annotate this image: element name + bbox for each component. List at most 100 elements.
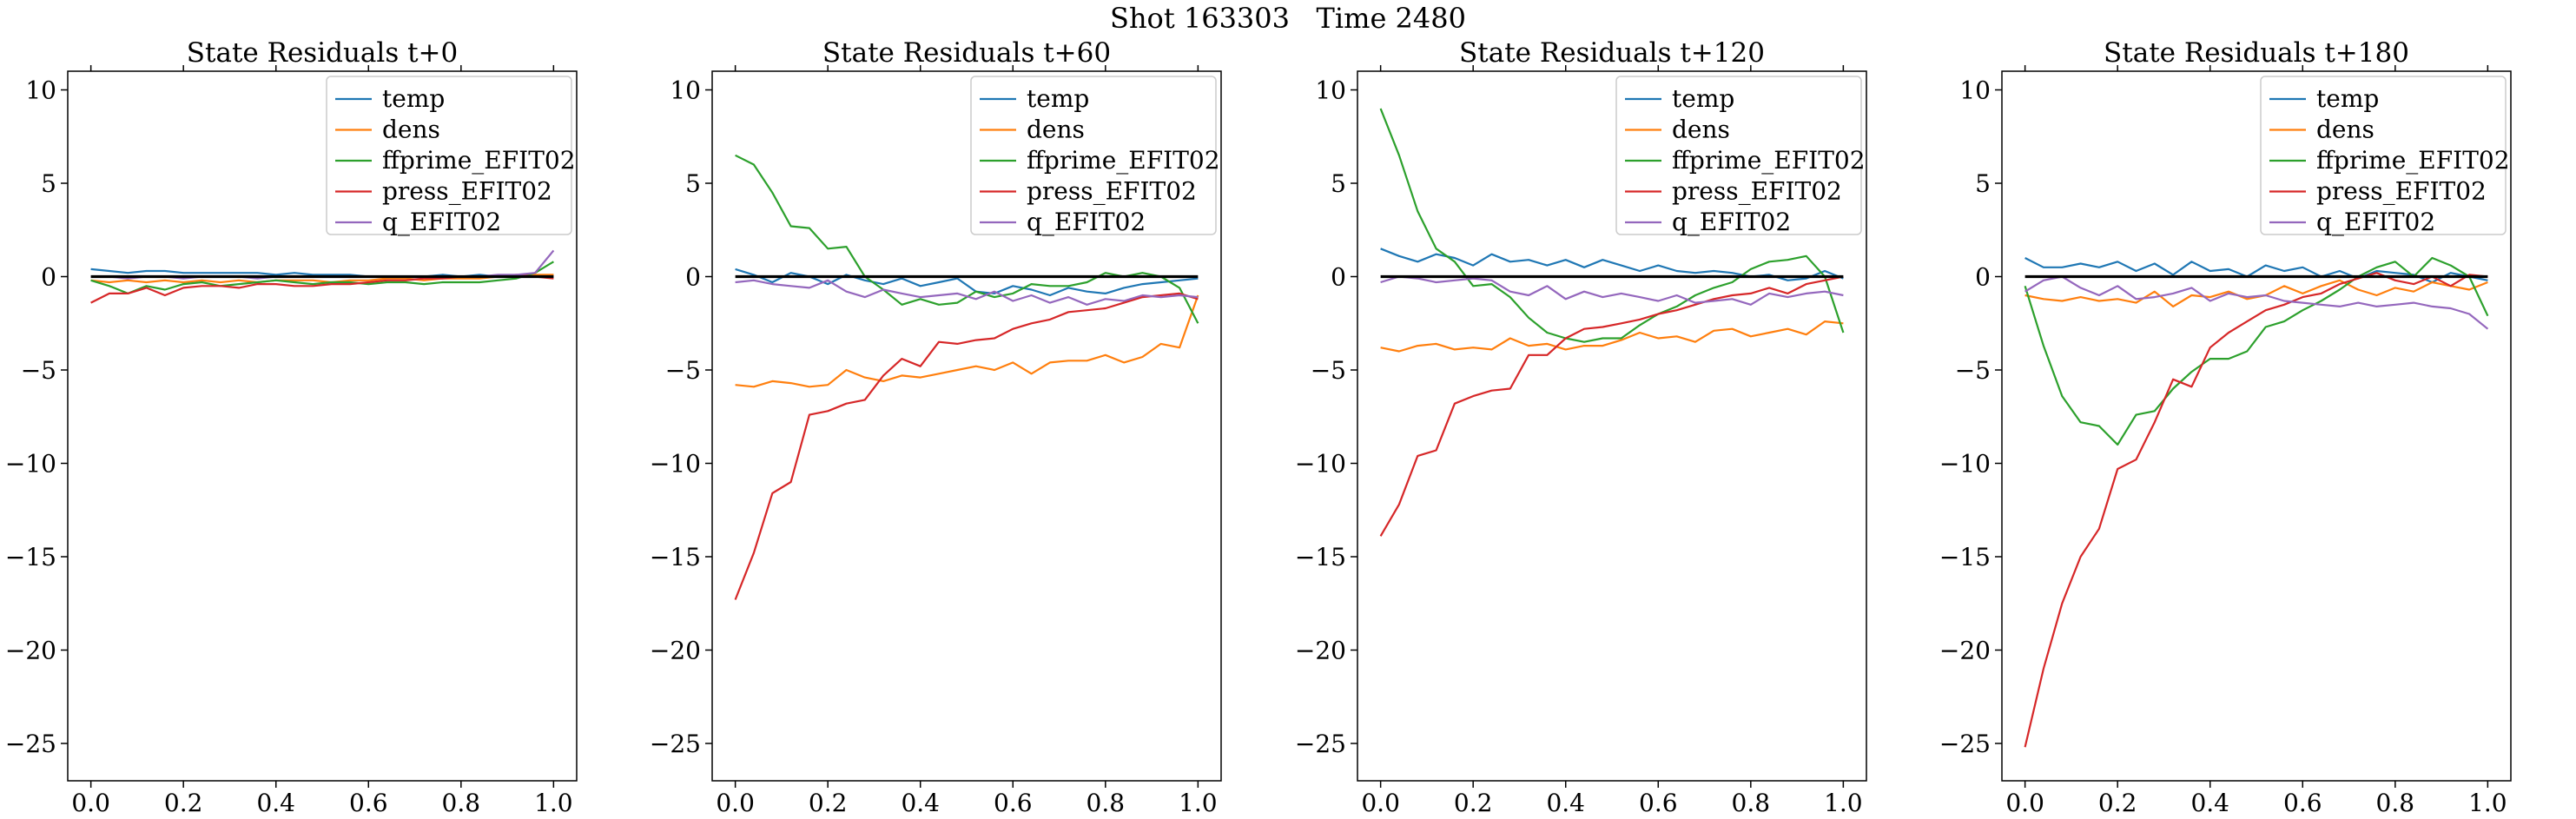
legend-label: ffprime_EFIT02	[382, 146, 576, 175]
x-tick-label: 0.4	[1546, 789, 1585, 817]
legend: temp densffprime_EFIT02press_EFIT02q_EFIT…	[2260, 76, 2510, 236]
legend-label: press_EFIT02	[382, 177, 552, 206]
legend: temp densffprime_EFIT02press_EFIT02q_EFIT…	[1615, 76, 1866, 236]
subplot-3: State Residuals t+120 0.0 0.2 0.4 0.6 0.8 1.0 1…	[1295, 37, 1867, 817]
y-tick-label: −20	[1295, 637, 1346, 665]
subplot-1: State Residuals t+0 0.0 0.2 0.4 0.6 0.8 1.0 10 5…	[5, 37, 578, 817]
axes-frame	[711, 70, 1222, 782]
legend-label: q_EFIT02	[382, 208, 501, 236]
panels: State Residuals t+0 0.0 0.2 0.4 0.6 0.8 1.0 10 5…	[5, 37, 2512, 817]
legend-label: dens	[2316, 116, 2375, 144]
legend-item: q_EFIT02	[1625, 208, 1791, 236]
legend-item: q_EFIT02	[2269, 208, 2435, 236]
legend-label: temp	[1027, 84, 1089, 113]
series-line-q_EFIT02	[735, 279, 1199, 306]
legend-label: ffprime_EFIT02	[2316, 146, 2510, 175]
series-line-press_EFIT02	[734, 292, 1199, 600]
legend-label: dens	[1027, 116, 1085, 144]
subplot-2: State Residuals t+60 0.0 0.2 0.4 0.6 0.8 1.0 10…	[650, 37, 1222, 817]
y-tick-label: 0	[1975, 263, 1991, 292]
y-tick-label: −20	[1939, 637, 1991, 665]
figure-suptitle: Shot 163303 Time 2480	[1110, 2, 1466, 35]
legend-label: q_EFIT02	[1672, 208, 1791, 236]
legend-label: q_EFIT02	[2316, 208, 2435, 236]
legend-item: dens	[1625, 116, 1730, 144]
legend: temp densffprime_EFIT02press_EFIT02q_EFIT…	[970, 76, 1220, 236]
y-tick-label: −5	[1955, 356, 1991, 385]
y-tick-label: 10	[670, 76, 701, 105]
legend-box	[326, 76, 572, 235]
x-tick-label: 0.4	[2190, 789, 2229, 817]
legend-item: ffprime_EFIT02	[980, 146, 1220, 175]
legend-item: q_EFIT02	[980, 208, 1146, 236]
legend-label: ffprime_EFIT02	[1672, 146, 1866, 175]
series-line-press_EFIT02	[2024, 272, 2488, 748]
y-tick-label: 5	[1975, 169, 1991, 198]
x-tick-label: 1.0	[534, 789, 573, 817]
legend-item: temp	[1625, 84, 1734, 113]
y-tick-label: −5	[21, 356, 56, 385]
legend-item: q_EFIT02	[335, 208, 501, 236]
x-tick-label: 0.6	[1639, 789, 1678, 817]
legend-item: dens	[335, 116, 440, 144]
subplot-title: State Residuals t+120	[1459, 37, 1765, 69]
y-tick-label: −15	[5, 543, 56, 571]
x-tick-label: 0.2	[2098, 789, 2137, 817]
legend-item: press_EFIT02	[335, 177, 552, 206]
legend-label: q_EFIT02	[1027, 208, 1146, 236]
legend-item: ffprime_EFIT02	[2269, 146, 2510, 175]
y-tick-label: 0	[1331, 263, 1346, 292]
subplot-title: State Residuals t+180	[2104, 37, 2409, 69]
y-tick-label: −25	[650, 730, 701, 758]
x-tick-label: 0.8	[1732, 789, 1771, 817]
series-line-press_EFIT02	[1379, 275, 1844, 537]
y-tick-label: −10	[1939, 450, 1991, 479]
y-tick-label: −5	[665, 356, 701, 385]
legend-label: press_EFIT02	[1027, 177, 1197, 206]
x-tick-label: 1.0	[1179, 789, 1218, 817]
series-lines	[2024, 256, 2489, 748]
y-tick-label: −10	[5, 450, 56, 479]
series-lines	[1379, 108, 1845, 537]
legend-label: press_EFIT02	[2316, 177, 2487, 206]
y-tick-label: −5	[1311, 356, 1346, 385]
y-tick-label: 10	[1315, 76, 1346, 105]
legend-item: temp	[2269, 84, 2379, 113]
x-tick-label: 0.2	[809, 789, 848, 817]
y-tick-label: −15	[650, 543, 701, 571]
x-tick-label: 1.0	[1824, 789, 1863, 817]
legend-item: temp	[335, 84, 445, 113]
subplot-title: State Residuals t+60	[822, 37, 1111, 69]
series-line-dens	[735, 294, 1199, 388]
y-tick-label: 0	[685, 263, 701, 292]
legend-item: press_EFIT02	[980, 177, 1197, 206]
legend: temp densffprime_EFIT02press_EFIT02q_EFIT…	[326, 76, 576, 236]
series-line-ffprime_EFIT02	[2024, 256, 2489, 446]
y-tick-label: −15	[1939, 543, 1991, 571]
y-tick-label: −10	[650, 450, 701, 479]
series-line-dens	[90, 274, 554, 284]
x-tick-label: 1.0	[2468, 789, 2507, 817]
x-tick-label: 0.8	[2376, 789, 2415, 817]
x-tick-label: 0.4	[901, 789, 940, 817]
y-tick-label: −10	[1295, 450, 1346, 479]
x-tick-label: 0.0	[716, 789, 755, 817]
legend-label: temp	[382, 84, 445, 113]
x-tick-label: 0.8	[442, 789, 481, 817]
series-line-dens	[1380, 320, 1844, 353]
y-tick-label: −25	[5, 730, 56, 758]
y-tick-label: 5	[41, 169, 56, 198]
legend-item: temp	[980, 84, 1089, 113]
y-tick-label: −20	[5, 637, 56, 665]
x-tick-label: 0.2	[164, 789, 203, 817]
axes-frame	[67, 70, 578, 782]
legend-item: press_EFIT02	[1625, 177, 1842, 206]
x-tick-label: 0.2	[1454, 789, 1493, 817]
series-line-temp	[1380, 248, 1844, 281]
axes-frame	[2001, 70, 2512, 782]
x-tick-label: 0.6	[349, 789, 388, 817]
legend-box	[2260, 76, 2507, 235]
series-line-ffprime_EFIT02	[1379, 108, 1845, 343]
legend-label: press_EFIT02	[1672, 177, 1842, 206]
series-line-temp	[90, 267, 554, 278]
